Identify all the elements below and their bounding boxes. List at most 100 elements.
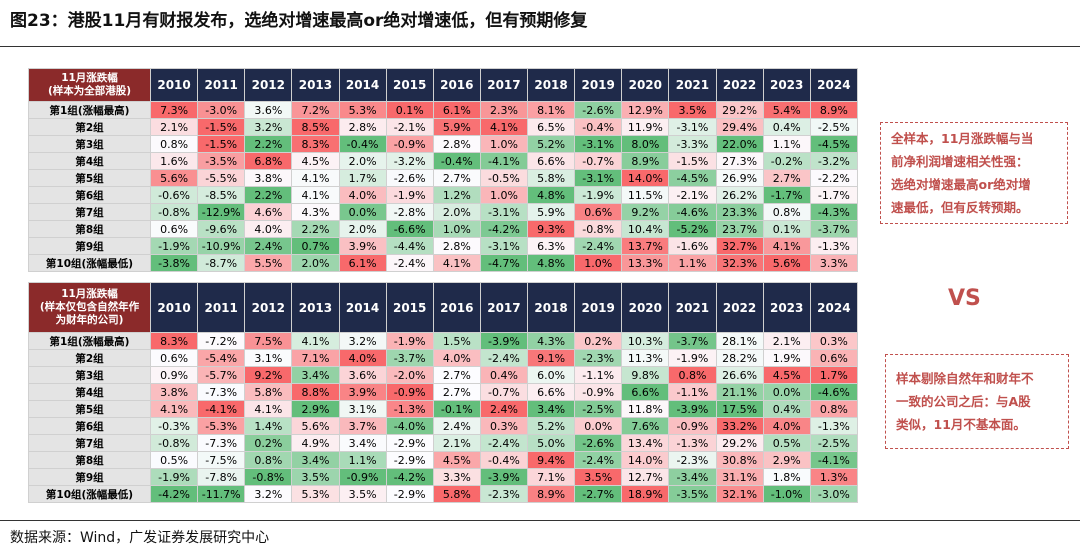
cell: 4.1% bbox=[762, 237, 811, 255]
cell: 1.0% bbox=[432, 220, 481, 238]
year-header: 2022 bbox=[715, 282, 764, 333]
cell: -3.1% bbox=[574, 135, 623, 153]
cell: 3.8% bbox=[244, 169, 293, 187]
cell: 10.4% bbox=[621, 220, 670, 238]
year-header: 2012 bbox=[244, 68, 293, 102]
data-row: 第3组 0.8% -1.5% 2.2% 8.3% -0.4% -0.9% 2.8% 1.0% 5.… bbox=[28, 135, 859, 153]
cell: 1.0% bbox=[479, 186, 529, 204]
cell: 2.8% bbox=[432, 237, 481, 255]
note-line: 样本剔除自然年和财年不 bbox=[896, 371, 1034, 386]
cell: -3.0% bbox=[197, 101, 246, 119]
cell: 0.4% bbox=[479, 366, 529, 384]
cell: 3.1% bbox=[244, 349, 293, 367]
cell: 0.1% bbox=[762, 220, 811, 238]
cell: -1.9% bbox=[149, 468, 199, 486]
data-row: 第4组 1.6% -3.5% 6.8% 4.5% 2.0% -3.2% -0.4% -4.1% 6… bbox=[28, 152, 859, 170]
year-header: 2016 bbox=[432, 282, 481, 333]
data-row: 第8组 0.5% -7.5% 0.8% 3.4% 1.1% -2.9% 4.5% -0.4% 9.… bbox=[28, 451, 859, 469]
cell: -2.4% bbox=[574, 237, 623, 255]
cell: 29.2% bbox=[715, 434, 764, 452]
cell: 2.7% bbox=[432, 169, 481, 187]
cell: 4.6% bbox=[244, 203, 293, 221]
cell: 8.9% bbox=[621, 152, 670, 170]
cell: 6.3% bbox=[526, 237, 576, 255]
cell: 26.6% bbox=[715, 366, 764, 384]
cell: 0.6% bbox=[809, 349, 859, 367]
cell: -2.6% bbox=[385, 169, 434, 187]
cell: -4.1% bbox=[479, 152, 529, 170]
cell: -2.5% bbox=[809, 118, 859, 136]
cell: 0.7% bbox=[291, 237, 340, 255]
cell: -7.3% bbox=[197, 383, 246, 401]
cell: 0.8% bbox=[244, 451, 293, 469]
corner-header: 11月涨跌幅 (样本为全部港股) bbox=[28, 68, 151, 102]
cell: -0.9% bbox=[338, 468, 387, 486]
cell: -1.9% bbox=[385, 332, 434, 350]
cell: 26.2% bbox=[715, 186, 764, 204]
cell: 1.0% bbox=[479, 135, 529, 153]
row-label: 第1组(涨幅最高) bbox=[28, 332, 151, 350]
cell: 0.8% bbox=[668, 366, 717, 384]
cell: -2.3% bbox=[668, 451, 717, 469]
cell: 4.1% bbox=[479, 118, 529, 136]
cell: 3.9% bbox=[338, 383, 387, 401]
header-line: 11月涨跌幅 bbox=[61, 72, 118, 84]
note-box: 样本剔除自然年和财年不 一致的公司之后：与A股 类似，11月不基本面。 bbox=[885, 354, 1069, 449]
cell: 5.8% bbox=[432, 485, 481, 503]
cell: -5.7% bbox=[197, 366, 246, 384]
cell: 0.3% bbox=[479, 417, 529, 435]
header-line: 11月涨跌幅 bbox=[61, 288, 118, 300]
cell: -2.6% bbox=[574, 434, 623, 452]
cell: 12.9% bbox=[621, 101, 670, 119]
cell: -8.5% bbox=[197, 186, 246, 204]
cell: 3.2% bbox=[338, 332, 387, 350]
cell: 4.1% bbox=[291, 186, 340, 204]
cell: 3.2% bbox=[244, 485, 293, 503]
cell: -4.3% bbox=[809, 203, 859, 221]
cell: 0.3% bbox=[809, 332, 859, 350]
cell: 13.7% bbox=[621, 237, 670, 255]
year-header: 2020 bbox=[621, 68, 670, 102]
cell: 3.6% bbox=[338, 366, 387, 384]
cell: -1.9% bbox=[385, 186, 434, 204]
cell: 23.7% bbox=[715, 220, 764, 238]
cell: -1.3% bbox=[809, 237, 859, 255]
cell: 2.0% bbox=[338, 220, 387, 238]
cell: 7.1% bbox=[291, 349, 340, 367]
row-label: 第3组 bbox=[28, 366, 151, 384]
cell: 21.1% bbox=[715, 383, 764, 401]
cell: -2.5% bbox=[574, 400, 623, 418]
year-header: 2024 bbox=[809, 68, 859, 102]
cell: 9.1% bbox=[526, 349, 576, 367]
cell: 11.9% bbox=[621, 118, 670, 136]
cell: 0.8% bbox=[762, 203, 811, 221]
cell: -1.7% bbox=[762, 186, 811, 204]
year-header: 2013 bbox=[291, 68, 340, 102]
cell: -2.4% bbox=[385, 254, 434, 272]
cell: 2.9% bbox=[762, 451, 811, 469]
cell: 7.1% bbox=[526, 468, 576, 486]
cell: 4.1% bbox=[291, 332, 340, 350]
cell: 5.8% bbox=[526, 169, 576, 187]
cell: 7.6% bbox=[621, 417, 670, 435]
cell: 13.4% bbox=[621, 434, 670, 452]
cell: -0.8% bbox=[574, 220, 623, 238]
row-label: 第4组 bbox=[28, 383, 151, 401]
source: 数据来源：Wind，广发证券发展研究中心 bbox=[10, 530, 270, 546]
cell: 33.2% bbox=[715, 417, 764, 435]
cell: 3.1% bbox=[338, 400, 387, 418]
cell: -6.6% bbox=[385, 220, 434, 238]
cell: 3.6% bbox=[244, 101, 293, 119]
cell: 0.0% bbox=[762, 383, 811, 401]
cell: 2.8% bbox=[432, 135, 481, 153]
cell: -1.9% bbox=[149, 237, 199, 255]
row-label: 第5组 bbox=[28, 400, 151, 418]
cell: 8.3% bbox=[291, 135, 340, 153]
year-header: 2014 bbox=[338, 282, 387, 333]
cell: 11.3% bbox=[621, 349, 670, 367]
cell: 32.1% bbox=[715, 485, 764, 503]
cell: 5.9% bbox=[526, 203, 576, 221]
cell: 5.6% bbox=[291, 417, 340, 435]
cell: -1.3% bbox=[668, 434, 717, 452]
cell: -5.5% bbox=[197, 169, 246, 187]
